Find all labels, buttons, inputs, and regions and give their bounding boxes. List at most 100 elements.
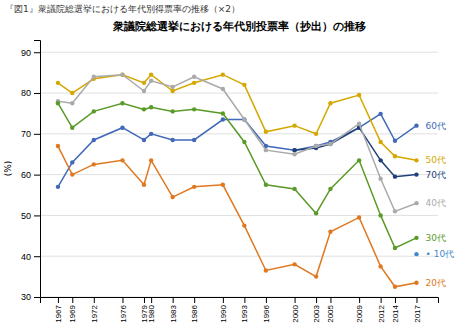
point (192, 81, 196, 85)
subtitle: 『図1』衆議院総選挙における年代別得票率の推移（×2） (5, 4, 240, 14)
annotation: • 10代 (425, 249, 454, 259)
x-tick: 1983 (169, 297, 178, 323)
point (170, 109, 174, 113)
point (192, 75, 196, 79)
series-line (58, 114, 417, 187)
x-tick-label: 1996 (262, 304, 271, 322)
point (120, 101, 124, 105)
point (292, 148, 296, 152)
chart: 『図1』衆議院総選挙における年代別得票率の推移（×2） 衆議院総選挙における年代別… (0, 0, 474, 331)
y-label: (%) (3, 161, 13, 177)
point (378, 264, 382, 268)
point (264, 183, 268, 187)
y-tick-label: 90 (21, 48, 31, 58)
grid-line (40, 93, 438, 94)
point (92, 75, 96, 79)
series (56, 144, 419, 289)
point (92, 109, 96, 113)
point (328, 230, 332, 234)
x-tick-mark (173, 297, 174, 303)
x-tick-label: 2005 (326, 304, 335, 322)
point (192, 138, 196, 142)
point (70, 172, 74, 176)
x-tick: 2014 (391, 297, 400, 323)
x-tick-mark (94, 297, 95, 303)
x-tick: 1996 (262, 297, 271, 323)
point (170, 195, 174, 199)
point (328, 187, 332, 191)
point (221, 87, 225, 91)
x-tick: 1967 (54, 297, 63, 323)
point (170, 85, 174, 89)
y-tick-mark (34, 52, 40, 53)
point (378, 112, 382, 116)
y-tick-mark (34, 134, 40, 135)
x-tick-mark (295, 297, 296, 303)
point (414, 236, 418, 240)
point (357, 121, 361, 125)
x-tick-mark (194, 297, 195, 303)
annotation: 60代 (425, 121, 445, 131)
point (70, 101, 74, 105)
point (120, 126, 124, 130)
x-tick-mark (244, 297, 245, 303)
annotations: 60代50代70代40代30代• 10代20代 (425, 121, 454, 288)
point (242, 117, 246, 121)
x-tick: 1993 (240, 297, 249, 323)
series-line (58, 146, 417, 287)
point (142, 107, 146, 111)
x-tick-mark (395, 297, 396, 303)
point (328, 142, 332, 146)
point (414, 201, 418, 205)
x-tick-mark (223, 297, 224, 303)
point (70, 91, 74, 95)
y-tick-label: 60 (21, 170, 31, 180)
x-tick-label: 2014 (391, 304, 400, 322)
marks (56, 72, 419, 289)
point (314, 132, 318, 136)
x-tick-label: 1967 (54, 304, 63, 322)
x-tick-mark (330, 297, 331, 303)
annotation: 40代 (425, 198, 445, 208)
point (393, 285, 397, 289)
x-tick-mark (316, 297, 317, 303)
point (264, 130, 268, 134)
annotation: 70代 (425, 170, 445, 180)
series (56, 72, 419, 162)
point (142, 81, 146, 85)
x-tick: 2009 (355, 297, 364, 323)
x-axis: 1967196919721976197919801983198619901993… (41, 297, 439, 323)
title: 衆議院総選挙における年代別投票率（抄出）の推移 (112, 20, 366, 33)
y-tick: 60 (21, 170, 40, 180)
x-tick: 1990 (219, 297, 228, 323)
x-tick: 1980 (147, 297, 156, 323)
x-tick-label: 1980 (147, 304, 156, 322)
grid (40, 52, 438, 297)
series-line (58, 75, 417, 161)
y-tick-mark (34, 215, 40, 216)
y-axis: 30405060708090 (21, 41, 41, 303)
x-tick-mark (122, 297, 123, 303)
x-tick-mark (381, 297, 382, 303)
point (192, 107, 196, 111)
y-tick: 90 (21, 48, 40, 58)
x-tick: 1986 (190, 297, 199, 323)
point (170, 89, 174, 93)
annotation: 20代 (425, 278, 445, 288)
point (92, 162, 96, 166)
point (221, 183, 225, 187)
point (414, 158, 418, 162)
point (378, 158, 382, 162)
point (328, 101, 332, 105)
x-tick: 2000 (291, 297, 300, 323)
point (314, 144, 318, 148)
x-tick-label: 2009 (355, 304, 364, 322)
y-tick-mark (34, 297, 40, 298)
annotation: 50代 (425, 155, 445, 165)
y-tick-mark (34, 93, 40, 94)
series (292, 126, 418, 179)
point (242, 223, 246, 227)
x-tick: 2017 (413, 297, 422, 323)
point (357, 158, 361, 162)
x-tick-mark (416, 297, 417, 303)
